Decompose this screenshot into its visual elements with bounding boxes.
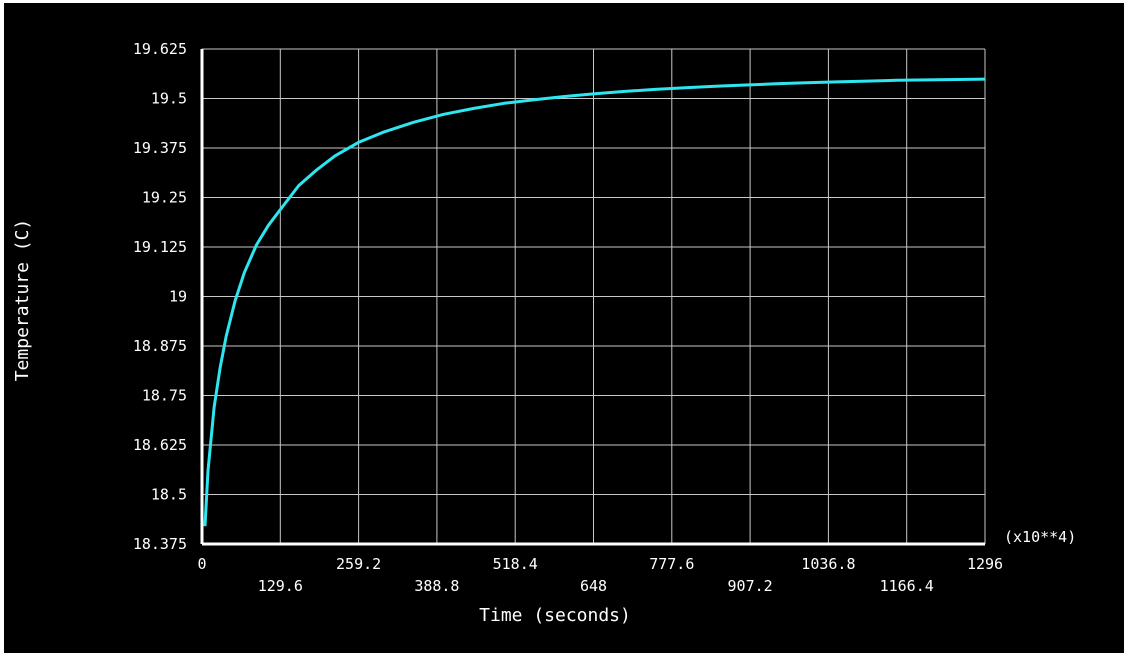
y-tick-label: 19.25 (142, 189, 187, 207)
temperature-chart: 0 129.6 259.2 388.8 518.4 648 777.6 907.2 1036.8… (4, 3, 1124, 653)
y-tick-label: 19.625 (133, 40, 187, 58)
y-tick-label: 19.125 (133, 238, 187, 256)
grid-lines (202, 48, 986, 544)
x-tick-label: 259.2 (336, 555, 381, 573)
x-tick-label: 518.4 (493, 555, 538, 573)
y-tick-label: 19 (169, 288, 187, 306)
x-tick-label: 129.6 (258, 577, 303, 595)
axes (200, 49, 985, 546)
x-tick-label: 648 (580, 577, 607, 595)
x-tick-labels: 0 129.6 259.2 388.8 518.4 648 777.6 907.2 1036.8… (197, 555, 1003, 595)
x-multiplier-label: (x10**4) (1004, 528, 1076, 546)
x-tick-label: 907.2 (728, 577, 773, 595)
y-tick-label: 19.5 (151, 90, 187, 108)
y-tick-label: 18.625 (133, 436, 187, 454)
y-tick-labels: 18.375 18.5 18.625 18.75 18.875 19 19.125 19.25… (133, 40, 187, 553)
y-axis-title: Temperature (C) (12, 219, 33, 382)
x-tick-label: 1036.8 (801, 555, 855, 573)
x-tick-label: 777.6 (649, 555, 694, 573)
x-tick-label: 1296 (967, 555, 1003, 573)
y-tick-label: 18.75 (142, 387, 187, 405)
y-tick-label: 18.875 (133, 337, 187, 355)
temperature-series-line (203, 77, 986, 527)
x-tick-label: 0 (197, 555, 206, 573)
y-tick-label: 18.5 (151, 486, 187, 504)
y-tick-label: 18.375 (133, 535, 187, 553)
y-tick-label: 19.375 (133, 139, 187, 157)
x-tick-label: 1166.4 (880, 577, 934, 595)
x-axis-title: Time (seconds) (479, 605, 631, 626)
series-layer (203, 77, 986, 527)
x-tick-label: 388.8 (414, 577, 459, 595)
